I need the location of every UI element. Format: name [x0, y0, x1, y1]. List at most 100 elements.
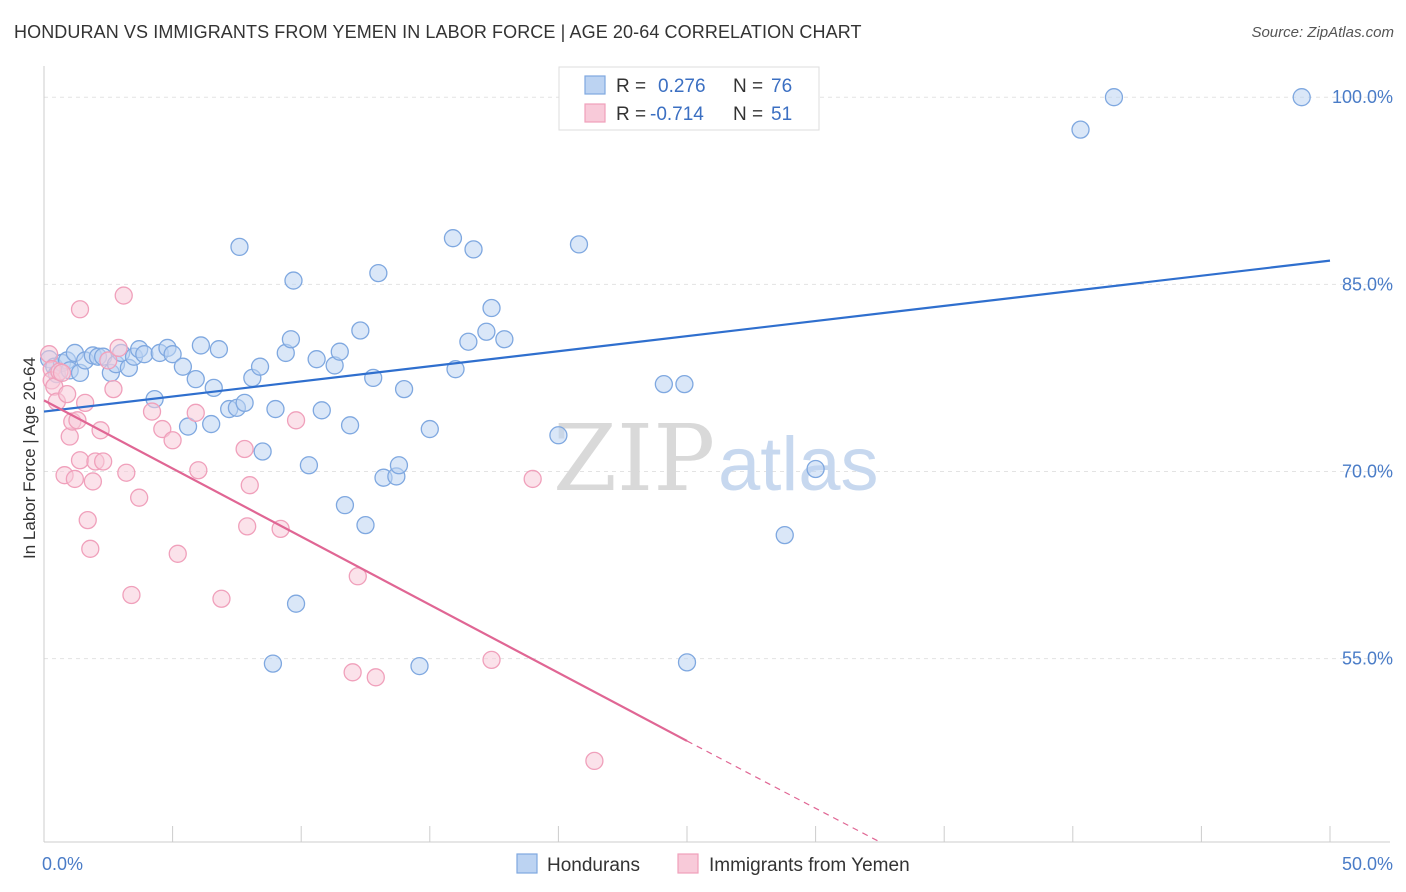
point-0-18	[135, 345, 154, 364]
chart-title: HONDURAN VS IMMIGRANTS FROM YEMEN IN LAB…	[14, 22, 862, 42]
point-0-29	[209, 340, 229, 359]
point-0-68	[569, 235, 589, 254]
point-0-28	[204, 378, 223, 398]
point-0-53	[369, 263, 388, 283]
legend-swatch-yemen	[584, 103, 606, 123]
point-1-25	[114, 286, 133, 305]
legend-r-value-0: 0.276	[658, 76, 706, 97]
point-0-49	[340, 416, 360, 435]
point-0-76	[1292, 88, 1311, 107]
y-tick-label-3: 55.0%	[1342, 649, 1393, 669]
bottom-legend-swatch-yemen	[677, 853, 699, 874]
point-1-24	[109, 338, 128, 358]
bottom-legend-label-hondurans: Hondurans	[547, 855, 640, 876]
point-0-23	[173, 357, 193, 376]
point-1-33	[186, 403, 205, 422]
point-1-0	[39, 345, 59, 364]
x-tick-label-1: 50.0%	[1342, 854, 1393, 874]
point-0-60	[443, 229, 463, 248]
point-1-35	[212, 589, 231, 608]
series-immigrants-from-yemen	[39, 286, 604, 771]
point-1-40	[286, 411, 306, 430]
point-0-64	[477, 322, 496, 341]
point-1-30	[153, 419, 172, 439]
point-0-22	[163, 345, 182, 364]
source-credit: Source: ZipAtlas.com	[1251, 24, 1394, 41]
point-0-25	[186, 369, 205, 389]
point-1-15	[76, 393, 95, 412]
y-tick-label-0: 100.0%	[1332, 87, 1393, 107]
axes	[43, 66, 1390, 843]
point-1-34	[189, 461, 208, 480]
bottom-legend-swatch-hondurans	[516, 853, 538, 874]
point-0-43	[299, 456, 319, 475]
point-0-72	[775, 525, 794, 545]
point-0-38	[266, 399, 285, 419]
trend-lines	[43, 259, 1331, 843]
series-hondurans	[39, 88, 1311, 676]
point-1-41	[343, 663, 362, 682]
point-1-26	[117, 463, 136, 482]
y-axis-label: In Labor Force | Age 20-64	[20, 357, 39, 559]
point-0-36	[253, 442, 272, 461]
legend-n-value-1: 51	[771, 104, 792, 125]
point-0-56	[389, 456, 409, 475]
watermark-zip: ZIP	[553, 405, 715, 512]
point-0-62	[459, 332, 478, 351]
trend-line-0	[43, 259, 1331, 413]
point-1-31	[163, 431, 182, 450]
point-0-26	[191, 336, 211, 355]
point-0-63	[464, 240, 483, 259]
point-1-22	[99, 351, 118, 370]
point-1-6	[52, 363, 72, 383]
watermark-atlas: atlas	[718, 422, 879, 507]
point-0-41	[284, 271, 303, 290]
tick-labels: 100.0% 85.0% 70.0% 55.0% 0.0% 50.0%	[42, 87, 1393, 874]
legend-n-label-1: N =	[733, 104, 763, 125]
point-0-47	[330, 342, 349, 361]
point-1-46	[585, 751, 604, 771]
trend-line-extension-1	[686, 740, 881, 843]
point-1-45	[523, 469, 542, 489]
point-1-23	[104, 379, 123, 399]
legend-r-label-0: R =	[616, 76, 646, 97]
point-1-18	[83, 472, 103, 491]
point-0-37	[263, 654, 283, 673]
point-1-28	[130, 488, 149, 507]
point-1-43	[366, 668, 385, 687]
point-0-73	[806, 459, 825, 479]
point-1-9	[60, 427, 79, 446]
legend-r-value-1: -0.714	[650, 104, 704, 125]
point-0-61	[446, 360, 465, 379]
point-0-27	[202, 414, 221, 434]
point-0-45	[312, 401, 331, 420]
legend-swatch-hondurans	[584, 75, 606, 95]
watermark: ZIP atlas	[553, 405, 879, 512]
point-0-59	[420, 419, 439, 439]
trend-line-1	[43, 399, 688, 742]
point-1-27	[122, 585, 141, 605]
point-0-44	[307, 350, 326, 369]
point-1-29	[142, 402, 162, 421]
point-0-24	[178, 417, 198, 436]
point-1-8	[57, 384, 77, 404]
legend-n-value-0: 76	[771, 76, 792, 97]
legend-r-label-1: R =	[616, 104, 646, 125]
point-1-13	[70, 300, 90, 319]
point-0-57	[394, 379, 414, 399]
point-0-70	[675, 374, 694, 394]
bottom-legend-label-yemen: Immigrants from Yemen	[709, 855, 910, 876]
point-1-21	[94, 452, 113, 471]
bottom-legend: Hondurans Immigrants from Yemen	[516, 853, 910, 876]
point-0-50	[351, 321, 370, 340]
point-0-48	[335, 496, 355, 515]
point-0-74	[1071, 120, 1090, 139]
point-1-37	[238, 517, 257, 536]
point-1-14	[70, 451, 90, 470]
point-1-44	[482, 650, 501, 670]
point-0-35	[250, 357, 270, 376]
point-0-32	[230, 237, 249, 257]
legend-n-label-0: N =	[733, 76, 763, 97]
point-0-71	[677, 653, 697, 672]
point-1-16	[78, 510, 97, 530]
